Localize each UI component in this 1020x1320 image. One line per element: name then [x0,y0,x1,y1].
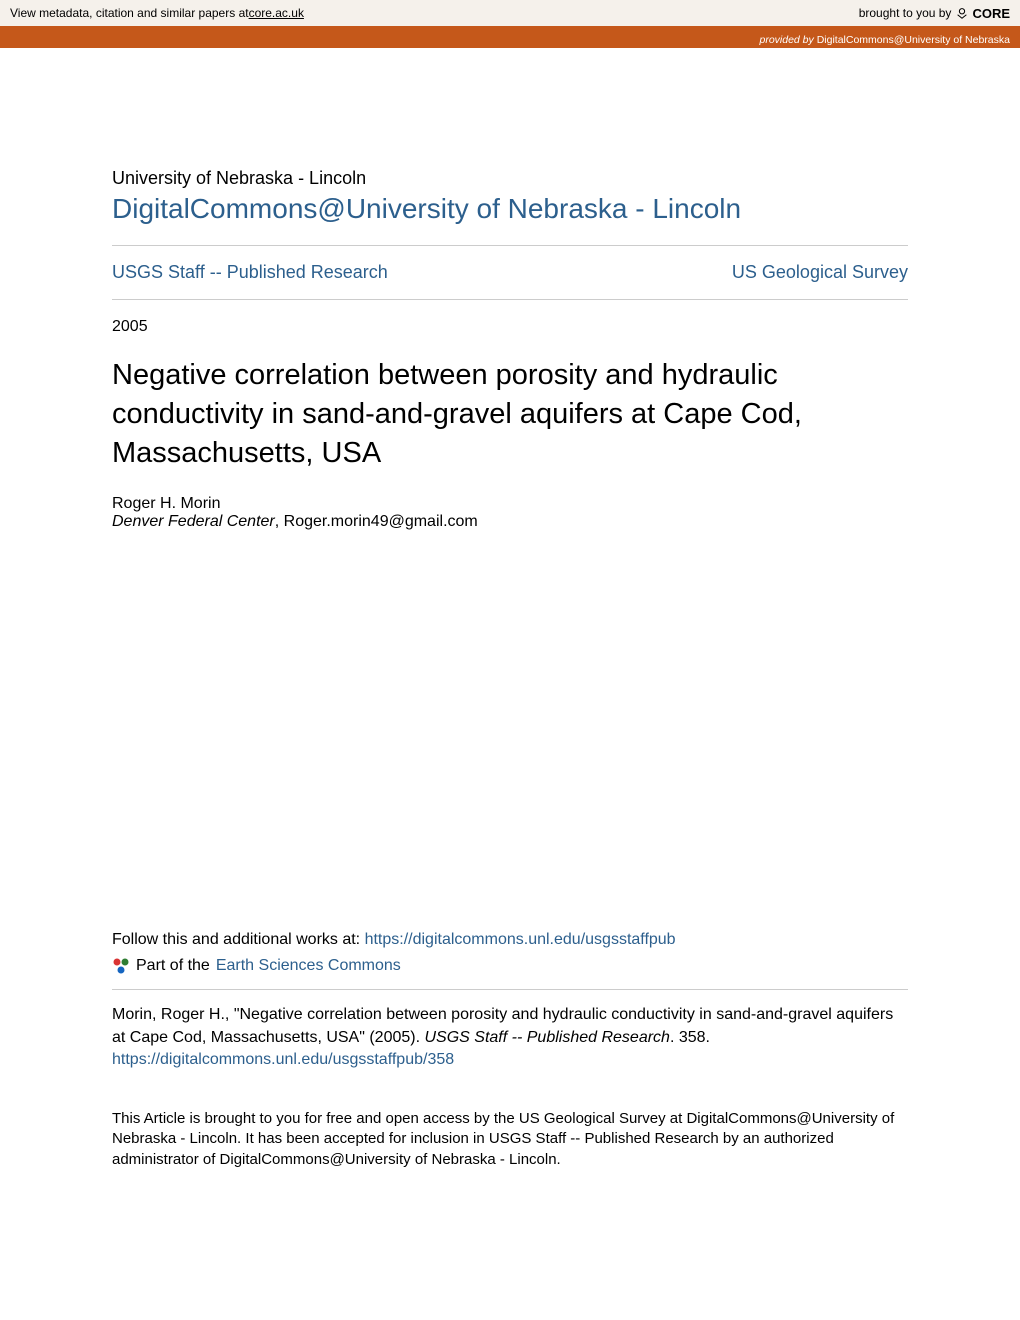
institution-name: University of Nebraska - Lincoln [112,168,908,189]
citation-text: Morin, Roger H., "Negative correlation b… [112,1004,908,1049]
part-of-prefix: Part of the [136,957,210,975]
core-label: CORE [972,6,1010,21]
commons-link[interactable]: Earth Sciences Commons [216,957,401,975]
follow-label: Follow this and additional works at: [112,931,365,948]
divider-nav [112,299,908,300]
follow-row: Follow this and additional works at: htt… [112,931,908,949]
part-of-row: Part of the Earth Sciences Commons [112,957,908,975]
banner-left: View metadata, citation and similar pape… [10,6,304,20]
core-logo[interactable]: CORE [955,6,1010,21]
citation-url-link[interactable]: https://digitalcommons.unl.edu/usgsstaff… [112,1051,908,1069]
follow-url-link[interactable]: https://digitalcommons.unl.edu/usgsstaff… [365,931,676,948]
core-banner: View metadata, citation and similar pape… [0,0,1020,26]
author-name: Roger H. Morin [112,495,908,513]
brought-by-text: brought to you by [859,6,952,20]
author-institution: Denver Federal Center [112,513,275,530]
repository-link[interactable]: DigitalCommons@University of Nebraska - … [112,193,908,225]
community-link[interactable]: US Geological Survey [732,262,908,283]
network-icon [112,957,130,975]
paper-title: Negative correlation between porosity an… [112,356,908,473]
core-ac-uk-link[interactable]: core.ac.uk [249,6,304,20]
banner-right: brought to you by CORE [859,6,1010,21]
provided-prefix: provided by [759,34,816,46]
access-statement: This Article is brought to you for free … [112,1109,908,1170]
follow-section: Follow this and additional works at: htt… [112,931,908,1170]
collection-link[interactable]: USGS Staff -- Published Research [112,262,388,283]
divider-citation [112,989,908,990]
citation-after: . 358. [670,1029,710,1046]
core-icon [955,6,969,20]
provided-by-bar: provided by DigitalCommons@University of… [0,32,1020,48]
author-affiliation: Denver Federal Center, Roger.morin49@gma… [112,513,908,531]
breadcrumb-nav: USGS Staff -- Published Research US Geol… [112,246,908,299]
main-content: University of Nebraska - Lincoln Digital… [0,48,1020,1170]
provided-source: DigitalCommons@University of Nebraska [817,34,1010,46]
publication-year: 2005 [112,318,908,336]
banner-left-text: View metadata, citation and similar pape… [10,6,249,20]
citation-journal: USGS Staff -- Published Research [425,1029,670,1046]
author-email: , Roger.morin49@gmail.com [275,513,478,530]
